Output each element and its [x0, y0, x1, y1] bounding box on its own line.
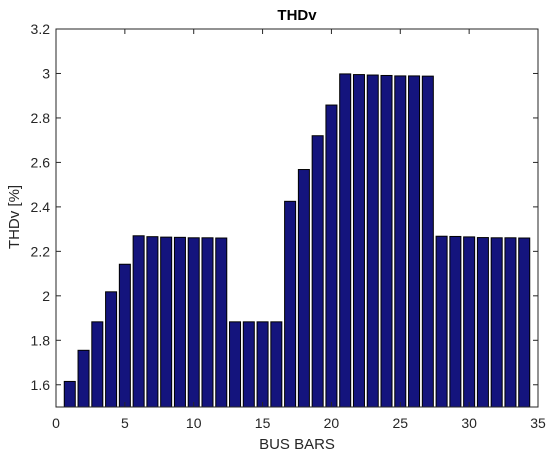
- bar-5: [118, 263, 131, 408]
- bar-29: [449, 235, 462, 408]
- bar-13: [229, 321, 242, 408]
- y-tick-label: 3: [42, 65, 50, 81]
- y-tick-label: 1.8: [31, 332, 51, 348]
- bar-34: [518, 237, 531, 408]
- y-tick-label: 1.6: [31, 377, 51, 393]
- bar-23: [366, 74, 379, 408]
- bar-27: [421, 75, 434, 408]
- bar-15: [256, 321, 269, 408]
- bar-24: [380, 74, 393, 408]
- x-tick-label: 30: [461, 415, 477, 431]
- y-axis-label: THDv [%]: [6, 185, 23, 249]
- y-tick-label: 2.6: [31, 154, 51, 170]
- y-tick-label: 3.2: [31, 21, 51, 37]
- bar-21: [339, 73, 352, 408]
- bar-11: [201, 237, 214, 408]
- bar-30: [463, 236, 476, 408]
- bar-33: [504, 237, 517, 408]
- bar-8: [160, 236, 173, 408]
- x-tick-label: 5: [121, 415, 129, 431]
- y-tick-label: 2: [42, 288, 50, 304]
- plot-area-frame: [55, 28, 539, 408]
- bar-4: [105, 291, 118, 408]
- bar-26: [408, 75, 421, 408]
- x-tick-label: 0: [52, 415, 60, 431]
- y-tick-label: 2.4: [31, 199, 51, 215]
- bar-25: [394, 75, 407, 408]
- x-tick-label: 35: [530, 415, 546, 431]
- bar-16: [270, 321, 283, 408]
- bar-14: [242, 321, 255, 408]
- x-tick-label: 25: [392, 415, 408, 431]
- bar-3: [91, 321, 104, 408]
- bar-32: [490, 237, 503, 408]
- bar-28: [435, 235, 448, 408]
- bar-19: [311, 135, 324, 408]
- y-tick-label: 2.2: [31, 243, 51, 259]
- bar-22: [352, 74, 365, 408]
- bar-17: [284, 200, 297, 408]
- bar-1: [63, 380, 76, 408]
- bar-9: [173, 236, 186, 408]
- y-axis-ticks: 1.6 1.8 2 2.2 2.4 2.6 2.8 3 3.2: [31, 21, 538, 393]
- bar-18: [297, 169, 310, 408]
- x-tick-label: 20: [324, 415, 340, 431]
- x-axis-label: BUS BARS: [259, 436, 335, 453]
- bar-12: [215, 237, 228, 408]
- bar-2: [77, 349, 90, 408]
- bar-20: [325, 104, 338, 408]
- bar-6: [132, 235, 145, 408]
- chart-title: THDv: [277, 7, 317, 24]
- bar-31: [476, 237, 489, 408]
- x-tick-label: 15: [255, 415, 271, 431]
- y-tick-label: 2.8: [31, 110, 51, 126]
- bar-10: [187, 237, 200, 408]
- x-tick-label: 10: [186, 415, 202, 431]
- bar-7: [146, 236, 159, 408]
